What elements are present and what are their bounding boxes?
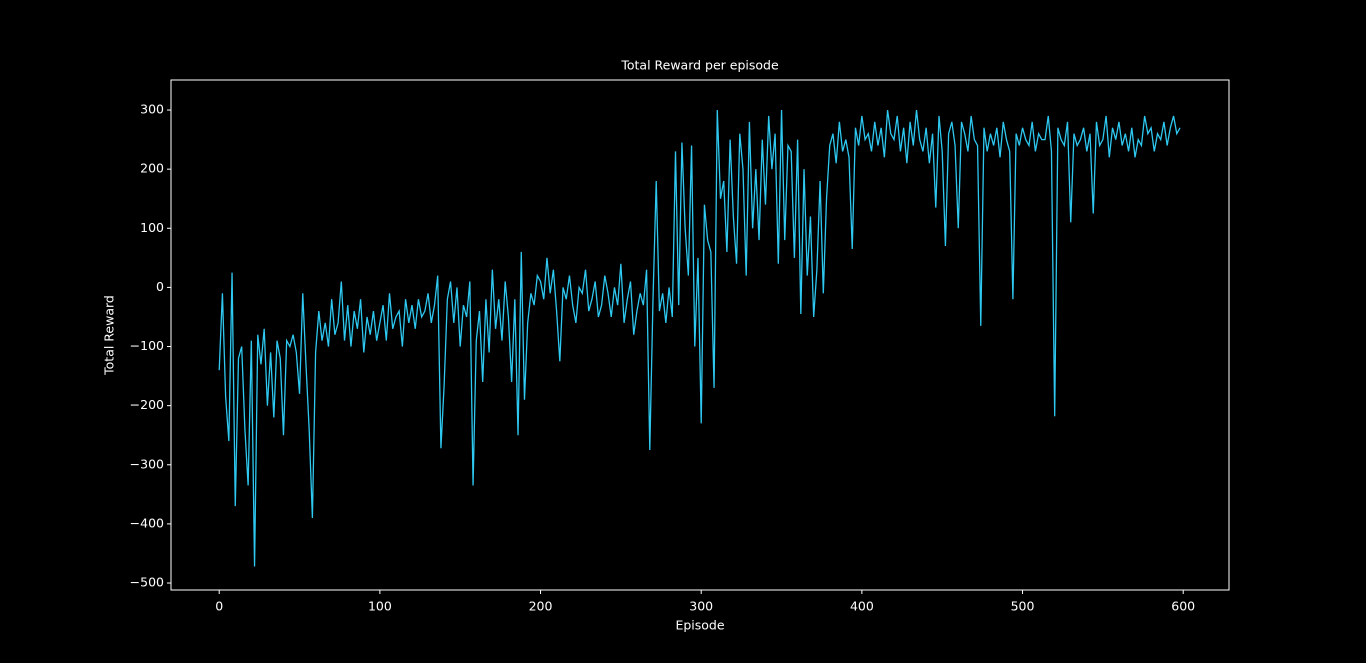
x-tick-label: 600 [1171, 599, 1195, 614]
y-tick-label: −200 [130, 397, 164, 412]
y-tick-label: −400 [130, 515, 164, 530]
x-tick-label: 500 [1011, 599, 1035, 614]
x-tick-label: 400 [850, 599, 874, 614]
y-axis-label: Total Reward [102, 295, 117, 376]
y-tick-label: −500 [130, 575, 164, 590]
y-tick-label: 0 [156, 279, 164, 294]
y-tick-label: −300 [130, 456, 164, 471]
x-tick-label: 100 [368, 599, 392, 614]
x-tick-label: 300 [689, 599, 713, 614]
y-tick-label: 100 [140, 220, 164, 235]
x-tick-label: 0 [215, 599, 223, 614]
y-tick-label: −100 [130, 338, 164, 353]
chart-title: Total Reward per episode [620, 58, 779, 73]
x-axis-label: Episode [675, 618, 724, 633]
x-tick-label: 200 [529, 599, 553, 614]
plot-frame [170, 79, 1230, 591]
reward-line [218, 109, 1181, 567]
y-tick-label: 200 [140, 161, 164, 176]
y-tick-label: 300 [140, 102, 164, 117]
